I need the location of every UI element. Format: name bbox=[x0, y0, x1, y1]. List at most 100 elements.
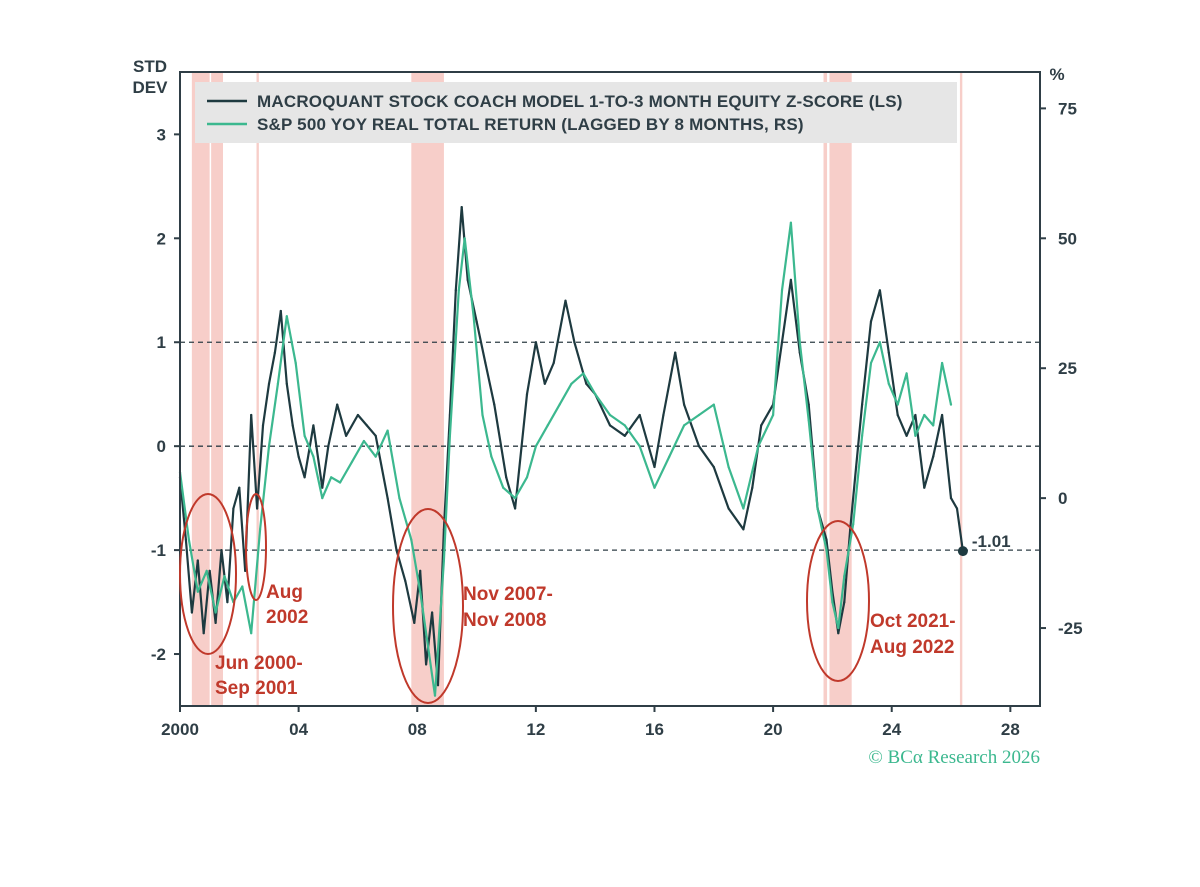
sp500-point bbox=[807, 419, 810, 422]
shaded-period-6 bbox=[959, 72, 963, 706]
zscore-point bbox=[697, 445, 701, 448]
zscore-point bbox=[896, 413, 899, 417]
zscore-point bbox=[623, 434, 626, 437]
annotation-ellipse-2002 bbox=[245, 493, 267, 601]
sp500-point bbox=[285, 315, 288, 318]
sp500-point bbox=[582, 372, 585, 375]
sp500-point bbox=[386, 429, 389, 432]
zscore-point bbox=[608, 424, 612, 427]
sp500-point bbox=[223, 575, 226, 578]
sp500-point bbox=[463, 237, 466, 240]
sp500-point bbox=[878, 341, 882, 344]
zscore-point bbox=[837, 632, 840, 635]
sp500-point bbox=[490, 455, 493, 458]
zscore-point bbox=[214, 621, 217, 625]
sp500-point bbox=[410, 538, 413, 541]
zscore-point bbox=[425, 663, 428, 666]
zscore-point bbox=[712, 465, 715, 469]
zscore-point bbox=[861, 403, 864, 406]
sp500-point bbox=[294, 361, 297, 365]
plot-frame bbox=[179, 71, 1041, 707]
annotation-label-2022-line1: Oct 2021- bbox=[870, 611, 956, 632]
zscore-point bbox=[285, 382, 288, 385]
y-left-tick-label: 3 bbox=[157, 125, 166, 144]
annotations: Jun 2000- Sep 2001 Aug 2002 Nov 2007- No… bbox=[179, 493, 956, 704]
sp500-point bbox=[428, 652, 431, 656]
annotation-label-2002-line2: 2002 bbox=[266, 607, 308, 628]
sp500-point bbox=[187, 538, 190, 541]
sp500-point bbox=[259, 528, 262, 531]
sp500-point bbox=[448, 434, 451, 437]
annotation-label-2022-line2: Aug 2022 bbox=[870, 637, 954, 658]
zscore-point bbox=[475, 320, 478, 323]
zscore-point bbox=[297, 455, 300, 458]
zscore-point bbox=[395, 549, 398, 552]
zscore-point bbox=[404, 580, 407, 583]
sp500-point bbox=[433, 694, 437, 697]
legend: MACROQUANT STOCK COACH MODEL 1-TO-3 MONT… bbox=[195, 82, 957, 143]
zscore-point bbox=[365, 424, 368, 427]
sp500-point bbox=[780, 289, 784, 292]
zscore-point bbox=[923, 486, 926, 489]
zscore-point bbox=[780, 341, 784, 344]
x-tick-label: 2000 bbox=[161, 720, 199, 739]
shaded-period-4 bbox=[823, 72, 828, 706]
zscore-point bbox=[653, 465, 656, 469]
sp500-point bbox=[825, 549, 828, 552]
sp500-point bbox=[683, 424, 686, 427]
sp500-point bbox=[457, 289, 460, 292]
annotation-label-2000-line1: Jun 2000- bbox=[215, 653, 303, 674]
zscore-point bbox=[484, 361, 487, 365]
zscore-point bbox=[843, 601, 846, 604]
annotation-label-2008-line1: Nov 2007- bbox=[463, 584, 553, 605]
sp500-point bbox=[757, 445, 760, 448]
zscore-point bbox=[291, 424, 294, 427]
zscore-point bbox=[436, 684, 440, 687]
x-tick-label: 28 bbox=[1001, 720, 1020, 739]
zscore-point bbox=[202, 632, 205, 635]
x-tick-label: 12 bbox=[526, 720, 545, 739]
zscore-point bbox=[760, 424, 763, 427]
annotation-label-2002-line1: Aug bbox=[266, 582, 303, 603]
zscore-point bbox=[807, 403, 810, 406]
zscore-point bbox=[662, 413, 665, 417]
sp500-point bbox=[374, 455, 377, 458]
sp500-point bbox=[534, 445, 538, 448]
shaded-period-5 bbox=[829, 72, 852, 706]
zscore-point bbox=[573, 341, 576, 344]
zscore-point bbox=[413, 621, 416, 625]
zscore-point bbox=[742, 528, 745, 531]
sp500-point bbox=[727, 465, 730, 469]
zscore-point bbox=[564, 299, 567, 302]
y-left-tick-label: 2 bbox=[157, 229, 166, 248]
sp500-point bbox=[905, 372, 908, 375]
zscore-point bbox=[190, 611, 193, 614]
sp500-point bbox=[914, 434, 917, 437]
sp500-point bbox=[362, 439, 365, 443]
sp500-point bbox=[205, 569, 208, 573]
sp500-point bbox=[267, 445, 271, 448]
sp500-point bbox=[831, 601, 834, 604]
sp500-point bbox=[546, 424, 549, 427]
sp500-point bbox=[472, 315, 475, 318]
sp500-point bbox=[843, 575, 846, 578]
sp500-point bbox=[303, 434, 306, 437]
zscore-point bbox=[525, 393, 529, 396]
sp500-point bbox=[608, 413, 612, 417]
y-left-tick-label: -1 bbox=[151, 541, 166, 560]
zscore-point bbox=[208, 569, 211, 573]
zscore-point bbox=[825, 538, 828, 541]
sp500-point bbox=[869, 361, 873, 365]
sp500-point bbox=[502, 486, 505, 489]
shaded-period-2 bbox=[256, 72, 259, 706]
zscore-point bbox=[226, 601, 229, 604]
zscore-point bbox=[419, 569, 422, 573]
zscore-point bbox=[941, 413, 944, 417]
zscore-point bbox=[466, 278, 469, 281]
sp500-point bbox=[712, 403, 715, 406]
annotation-ellipse-2008 bbox=[392, 508, 464, 704]
sp500-point bbox=[594, 393, 597, 396]
sp500-point bbox=[816, 507, 819, 510]
